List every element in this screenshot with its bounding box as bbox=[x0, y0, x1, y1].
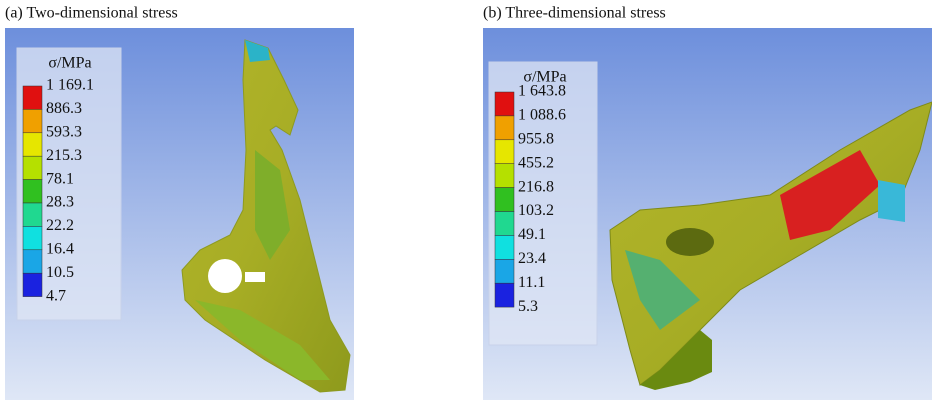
hole bbox=[208, 259, 242, 293]
legend-swatch bbox=[495, 259, 514, 283]
legend-swatch bbox=[495, 283, 514, 307]
legend-label: 955.8 bbox=[518, 130, 554, 147]
legend-swatch bbox=[495, 164, 514, 188]
legend-swatch bbox=[495, 235, 514, 259]
legend-swatch bbox=[23, 273, 42, 296]
legend-swatch bbox=[495, 188, 514, 212]
legend-label: 215.3 bbox=[46, 147, 82, 164]
legend-label: 11.1 bbox=[518, 274, 545, 291]
legend-label: 216.8 bbox=[518, 178, 554, 195]
keyway bbox=[245, 272, 265, 282]
legend-swatch bbox=[23, 133, 42, 156]
panel-a: (a) Two-dimensional stress σ/MPa 1 169.1 8… bbox=[5, 5, 354, 400]
legend-label: 78.1 bbox=[46, 170, 74, 187]
legend-swatch bbox=[23, 250, 42, 273]
legend-label: 103.2 bbox=[518, 202, 554, 219]
legend-label: 23.4 bbox=[518, 250, 546, 267]
legend-label: 5.3 bbox=[518, 298, 538, 315]
legend-label: 886.3 bbox=[46, 100, 82, 117]
stress-spot bbox=[878, 180, 905, 222]
figure: (a) Two-dimensional stress σ/MPa 1 169.1 8… bbox=[0, 0, 932, 400]
legend-swatch bbox=[23, 226, 42, 249]
legend-label: 1 643.8 bbox=[518, 83, 566, 100]
legend-swatch bbox=[495, 116, 514, 140]
legend-label: 10.5 bbox=[46, 264, 74, 281]
legend-swatch bbox=[495, 140, 514, 164]
legend-swatch bbox=[23, 180, 42, 203]
legend-label: 16.4 bbox=[46, 240, 74, 257]
legend-label: 1 169.1 bbox=[46, 77, 94, 94]
legend-swatch bbox=[23, 203, 42, 226]
legend-title: σ/MPa bbox=[48, 55, 91, 72]
legend-label: 49.1 bbox=[518, 226, 546, 243]
legend-swatch bbox=[495, 212, 514, 236]
legend-label: 593.3 bbox=[46, 123, 82, 140]
caption: (a) Two-dimensional stress bbox=[5, 5, 178, 22]
legend-label: 22.2 bbox=[46, 217, 74, 234]
hole bbox=[666, 228, 714, 256]
legend-swatch bbox=[23, 109, 42, 132]
legend-label: 455.2 bbox=[518, 154, 554, 171]
legend-swatch bbox=[495, 92, 514, 116]
legend-swatch bbox=[23, 156, 42, 179]
legend-swatch bbox=[23, 86, 42, 109]
legend-label: 1 088.6 bbox=[518, 107, 566, 124]
caption: (b) Three-dimensional stress bbox=[483, 5, 666, 22]
legend-label: 4.7 bbox=[46, 287, 66, 304]
legend-label: 28.3 bbox=[46, 194, 74, 211]
